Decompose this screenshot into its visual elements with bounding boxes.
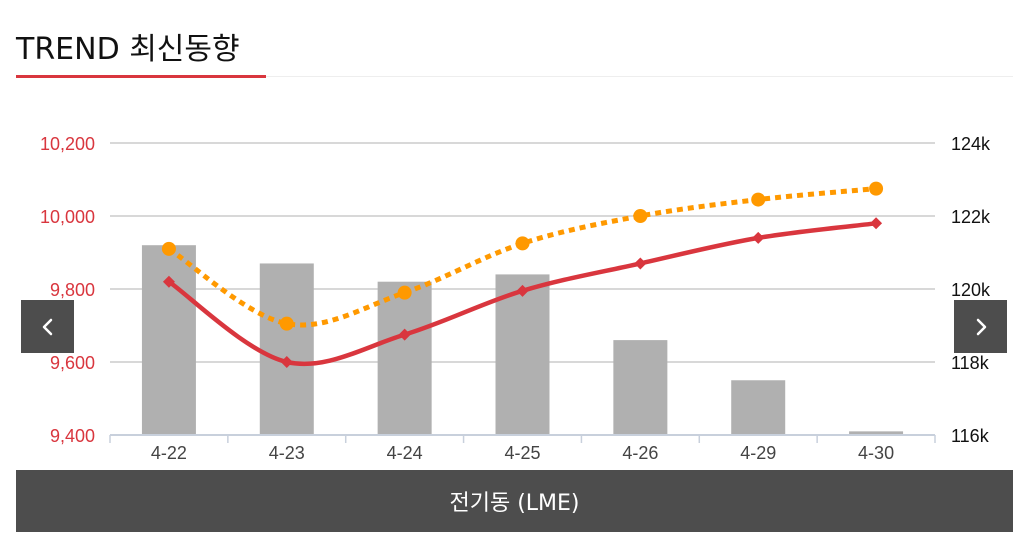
bar <box>141 245 196 435</box>
series-point <box>279 316 294 331</box>
bar <box>495 274 550 435</box>
header-divider <box>266 76 1013 77</box>
chevron-right-icon <box>976 318 986 335</box>
x-axis-tick-label: 4-26 <box>622 443 658 463</box>
x-axis-tick-label: 4-22 <box>151 443 187 463</box>
series-point <box>752 231 765 244</box>
right-axis-tick-label: 120k <box>951 280 991 300</box>
left-axis-tick-label: 9,800 <box>50 280 95 300</box>
bar <box>377 281 432 435</box>
series-point <box>162 275 175 288</box>
header: TREND 최신동향 <box>0 0 1029 80</box>
prev-button[interactable] <box>21 300 74 353</box>
bar <box>849 431 904 435</box>
x-axis-tick-label: 4-24 <box>387 443 423 463</box>
x-axis-tick-label: 4-23 <box>269 443 305 463</box>
next-button[interactable] <box>954 300 1007 353</box>
series-point <box>161 241 176 256</box>
series-point <box>633 209 648 223</box>
series-point <box>280 356 293 368</box>
series-point <box>751 192 766 207</box>
commodity-tab-bar[interactable]: 전기동 (LME) <box>16 470 1013 532</box>
title-underline <box>16 75 266 78</box>
trend-chart: 10,200 10,000 9,800 9,600 9,400 124k 122k 120k 1… <box>40 134 991 463</box>
right-axis-tick-label: 122k <box>951 207 991 227</box>
series-point <box>398 328 411 341</box>
x-axis-tick-label: 4-25 <box>504 443 540 463</box>
right-axis-tick-label: 116k <box>951 426 990 446</box>
series-point <box>515 236 530 251</box>
right-axis-tick-label: 124k <box>951 134 991 154</box>
x-axis-tick-label: 4-30 <box>858 443 894 463</box>
left-axis-tick-label: 10,000 <box>40 207 95 227</box>
series-point <box>516 284 529 297</box>
series-point <box>634 257 647 270</box>
bar <box>731 380 786 435</box>
commodity-label: 전기동 (LME) <box>449 491 580 516</box>
left-axis-tick-label: 9,600 <box>50 353 95 373</box>
bar <box>259 263 314 435</box>
left-axis-tick-label: 9,400 <box>50 426 95 446</box>
right-axis-tick-label: 118k <box>951 353 990 373</box>
page-title: TREND 최신동향 <box>16 32 240 67</box>
bar <box>613 340 668 435</box>
series-point <box>870 217 883 230</box>
left-axis-tick-label: 10,200 <box>40 134 95 154</box>
chevron-left-icon <box>42 318 52 335</box>
series-point <box>397 285 412 300</box>
x-axis-tick-label: 4-29 <box>740 443 776 463</box>
series-point <box>869 181 884 196</box>
